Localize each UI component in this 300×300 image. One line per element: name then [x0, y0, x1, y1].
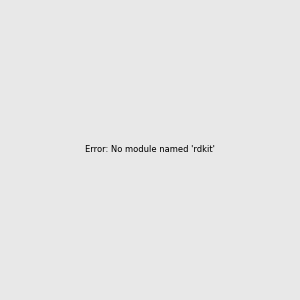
- Text: Error: No module named 'rdkit': Error: No module named 'rdkit': [85, 146, 215, 154]
